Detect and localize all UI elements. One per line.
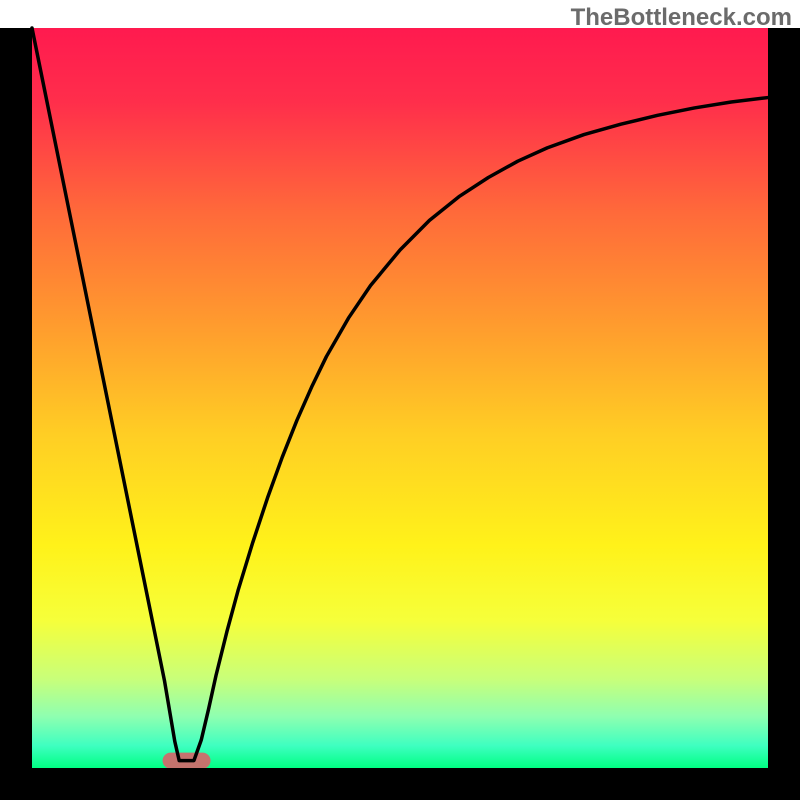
chart-svg (0, 0, 800, 800)
gradient-background (32, 28, 768, 768)
watermark-text: TheBottleneck.com (571, 4, 792, 32)
bottleneck-chart: TheBottleneck.com (0, 0, 800, 800)
frame-right (768, 28, 800, 800)
frame-left (0, 28, 32, 800)
frame-bottom (0, 768, 800, 800)
